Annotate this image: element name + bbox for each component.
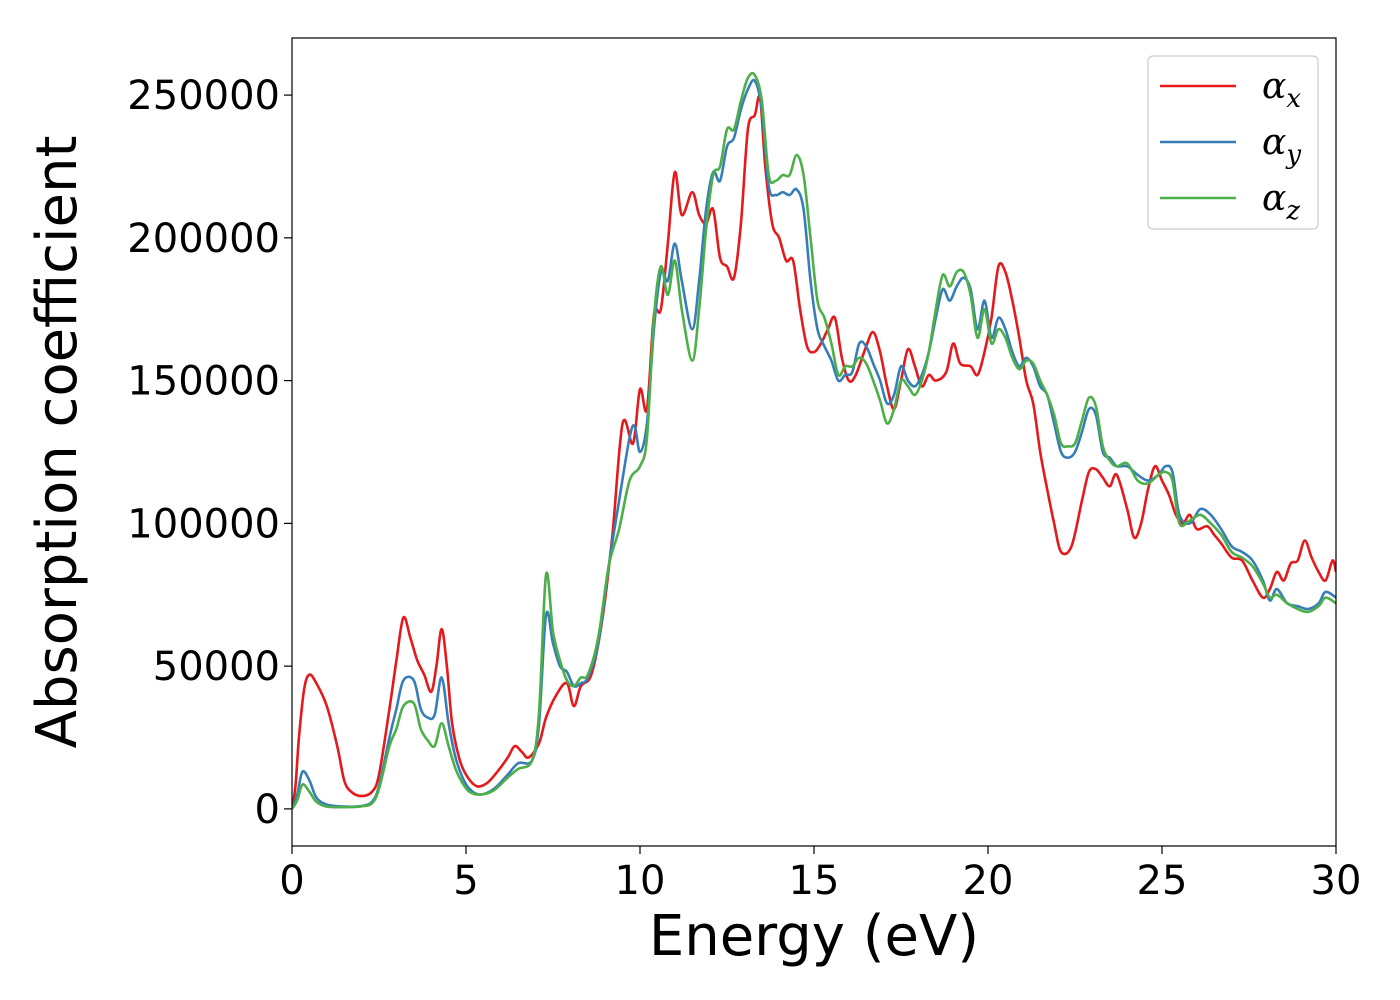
series-layer	[292, 71, 1336, 810]
y-tick-label: 150000	[127, 359, 280, 405]
series-line-alpha-z	[292, 71, 1336, 810]
y-tick-label: 200000	[127, 216, 280, 262]
y-axis-ticks: 0 50000 100000 150000 200000 250000	[127, 73, 292, 833]
y-tick-label: 100000	[127, 501, 280, 547]
x-tick-label: 15	[789, 858, 840, 904]
x-axis-ticks: 0 5 10 15 20 25 30	[279, 846, 1361, 904]
y-axis-title: Absorption coefficient	[25, 136, 90, 749]
legend-subscript: y	[1285, 140, 1301, 170]
y-tick-label: 250000	[127, 73, 280, 119]
x-tick-label: 25	[1137, 858, 1188, 904]
y-tick-label: 0	[255, 787, 280, 833]
x-tick-label: 30	[1311, 858, 1362, 904]
x-axis-title: Energy (eV)	[649, 904, 979, 969]
x-tick-label: 5	[453, 858, 478, 904]
x-tick-label: 0	[279, 858, 304, 904]
x-tick-label: 10	[615, 858, 666, 904]
y-tick-label: 50000	[153, 644, 280, 690]
legend-subscript: x	[1286, 84, 1301, 114]
legend-subscript: z	[1285, 196, 1300, 226]
x-tick-label: 20	[963, 858, 1014, 904]
